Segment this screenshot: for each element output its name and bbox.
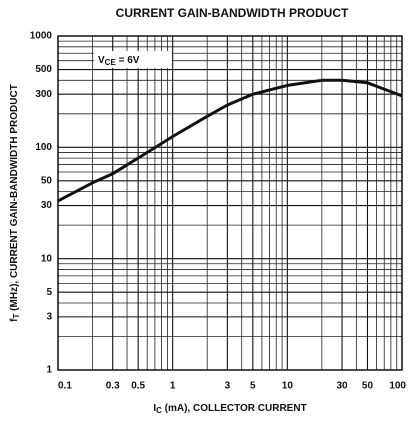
y-axis-label-base: f [9, 318, 20, 322]
annotation-base: V [98, 55, 105, 66]
y-tick-label: 3 [46, 312, 52, 323]
annotation: VCE = 6V [98, 55, 140, 67]
x-tick-label: 100 [389, 381, 406, 392]
x-axis-label-base: I [153, 403, 156, 414]
x-tick-label: 0.3 [106, 381, 120, 392]
y-tick-label: 100 [35, 142, 52, 153]
data-line [57, 78, 403, 203]
annotation-sub: CE [105, 58, 117, 67]
y-tick-label: 1 [46, 365, 52, 376]
x-tick-label: 50 [362, 381, 374, 392]
x-tick-label: 30 [336, 381, 348, 392]
y-axis-label-rest: (MHz), CURRENT GAIN-BANDWIDTH PRODUCT [9, 84, 20, 313]
annotation-rest: = 6V [116, 55, 140, 66]
x-tick-label: 5 [250, 381, 256, 392]
y-axis-label-sub: T [12, 313, 21, 318]
y-axis-label: fT (MHz), CURRENT GAIN-BANDWIDTH PRODUCT [9, 84, 21, 322]
x-tick-label: 0.1 [58, 381, 72, 392]
x-tick-label: 0.5 [131, 381, 145, 392]
chart-title: CURRENT GAIN-BANDWIDTH PRODUCT [116, 6, 349, 20]
x-tick-label: 10 [282, 381, 294, 392]
plot-frame [57, 35, 403, 371]
y-tick-label: 300 [35, 89, 52, 100]
x-tick-label: 1 [170, 381, 176, 392]
y-tick-label: 30 [41, 200, 53, 211]
y-tick-label: 500 [35, 64, 52, 75]
y-tick-label: 1000 [30, 31, 53, 42]
y-tick-label: 50 [41, 175, 53, 186]
y-tick-label: 5 [46, 287, 52, 298]
x-axis-label-sub: C [156, 406, 162, 415]
x-axis-label-rest: (mA), COLLECTOR CURRENT [162, 403, 307, 414]
annotation-box [94, 51, 172, 68]
x-tick-label: 3 [225, 381, 231, 392]
y-tick-label: 10 [41, 253, 53, 264]
x-axis-label: IC (mA), COLLECTOR CURRENT [153, 403, 306, 415]
